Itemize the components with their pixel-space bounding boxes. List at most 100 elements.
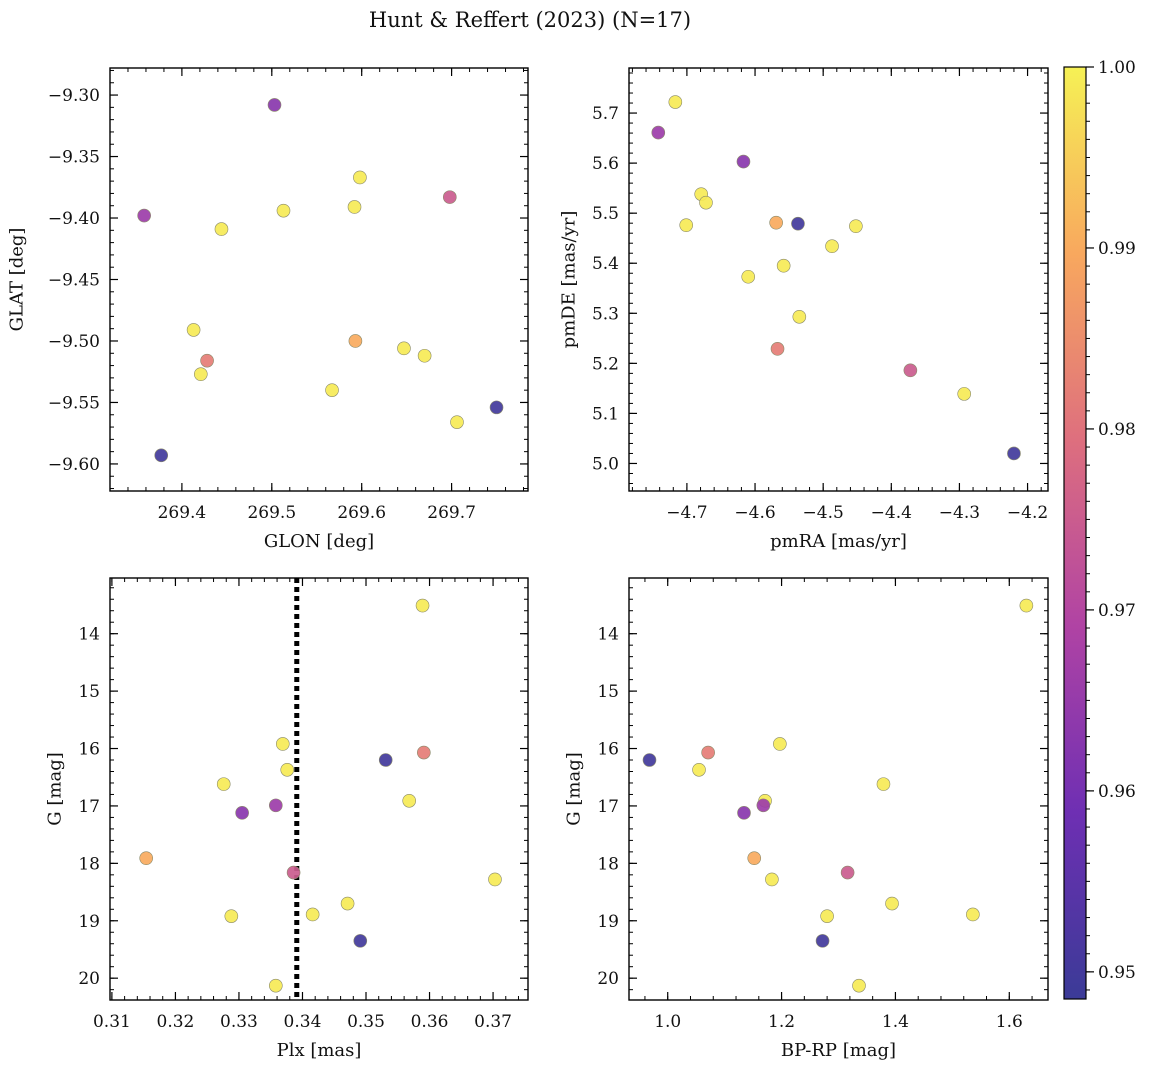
data-point [679, 218, 694, 232]
colorbar: 0.95 0.96 0.97 0.98 0.99 1.00 [1063, 58, 1136, 1000]
y-tick-label: 18 [597, 854, 619, 874]
x-tick-label: 1.6 [996, 1012, 1023, 1032]
data-point [651, 125, 666, 140]
data-point [701, 745, 715, 760]
x-tick-label: −4.2 [1007, 503, 1048, 523]
y-tick-label: −9.45 [48, 271, 100, 291]
data-point [756, 798, 771, 813]
data-point [966, 907, 980, 922]
panel-2: −4.7 −4.6 −4.5 −4.4 −4.3 −4.2 5.0 5.1 5.2 5.3 5.4 5… [559, 67, 1049, 552]
data-point [139, 851, 154, 865]
x-tick-label: 1.0 [654, 1012, 681, 1032]
y-tick-label: 17 [597, 797, 619, 817]
plot-frame [628, 67, 1049, 492]
y-tick-label: 20 [78, 969, 100, 989]
colorbar-tick-label: 0.97 [1098, 601, 1136, 621]
data-point [736, 154, 751, 169]
y-tick-label: −9.35 [48, 148, 100, 168]
data-point [1019, 598, 1034, 613]
x-tick-label: 269.5 [247, 503, 296, 523]
data-point [186, 323, 201, 337]
data-point [353, 934, 368, 948]
data-point [442, 190, 457, 204]
x-axis-label: Plx [mas] [277, 1040, 362, 1061]
data-point [286, 865, 301, 880]
data-point [402, 793, 417, 808]
x-tick-label: 269.6 [337, 503, 386, 523]
data-point [791, 216, 805, 231]
colorbar-gradient [1063, 66, 1087, 1000]
colorbar-tick-label: 0.98 [1098, 420, 1136, 440]
x-tick-label: 0.33 [220, 1012, 258, 1032]
y-tick-label: 16 [597, 740, 619, 760]
x-tick-label: −4.3 [939, 503, 980, 523]
panel-4: 1.0 1.2 1.4 1.6 14 15 16 17 18 19 20 BP-RP [mag] G [… [564, 577, 1049, 1061]
data-point [776, 258, 791, 273]
data-point [876, 777, 891, 791]
data-point [305, 907, 320, 922]
data-point [340, 896, 355, 911]
x-axis-label: BP-RP [mag] [781, 1040, 896, 1061]
data-point [825, 239, 839, 254]
data-point [815, 934, 830, 948]
data-point [642, 753, 657, 767]
y-tick-label: 17 [78, 797, 100, 817]
y-tick-label: 19 [78, 912, 100, 932]
data-point [216, 777, 231, 791]
y-tick-label: −9.40 [48, 209, 100, 229]
data-point [852, 978, 866, 993]
x-tick-label: 0.37 [474, 1012, 512, 1032]
data-point [747, 851, 762, 865]
x-tick-label: 1.2 [768, 1012, 795, 1032]
y-tick-label: 5.5 [592, 204, 619, 224]
y-axis-label: GLAT [deg] [7, 228, 28, 332]
plot-frame [109, 67, 529, 492]
data-point [325, 383, 339, 397]
data-point [741, 269, 756, 284]
data-point [214, 222, 229, 236]
data-point [200, 353, 214, 368]
data-point [417, 348, 432, 363]
y-tick-label: −9.60 [48, 455, 100, 475]
data-point [275, 737, 290, 751]
data-point [154, 448, 169, 463]
y-tick-label: 20 [597, 969, 619, 989]
x-tick-label: 0.35 [347, 1012, 385, 1032]
data-point [193, 367, 208, 381]
data-point [770, 342, 785, 356]
colorbar-tick-label: 0.96 [1098, 782, 1136, 802]
data-point [737, 806, 751, 820]
data-point [397, 341, 411, 356]
data-point [769, 215, 783, 230]
x-axis-label: GLON [deg] [264, 531, 374, 552]
y-axis-label: G [mag] [564, 752, 585, 825]
data-point [840, 865, 855, 880]
y-tick-label: 5.0 [592, 454, 619, 474]
data-point [849, 219, 863, 233]
data-point [267, 98, 282, 112]
data-point [957, 387, 972, 401]
y-tick-label: −9.30 [48, 86, 100, 106]
data-point [692, 762, 706, 777]
y-tick-label: 14 [78, 625, 100, 645]
data-point [280, 762, 295, 777]
x-tick-label: 1.4 [882, 1012, 909, 1032]
data-point [415, 598, 430, 613]
y-axis-label: G [mag] [45, 752, 66, 825]
data-point [269, 978, 283, 993]
y-axis-label: pmDE [mas/yr] [559, 211, 580, 349]
data-point [488, 872, 502, 887]
y-tick-label: 15 [597, 682, 619, 702]
y-tick-label: 14 [597, 625, 619, 645]
data-point [348, 334, 363, 348]
data-point [378, 753, 393, 767]
data-point [269, 798, 283, 813]
data-point [773, 737, 787, 751]
data-point [224, 909, 239, 923]
y-tick-label: 16 [78, 740, 100, 760]
y-tick-label: 5.2 [592, 354, 619, 374]
y-tick-label: 19 [597, 912, 619, 932]
x-tick-label: −4.7 [666, 503, 707, 523]
plot-frame [109, 577, 529, 1001]
data-point [765, 872, 779, 887]
